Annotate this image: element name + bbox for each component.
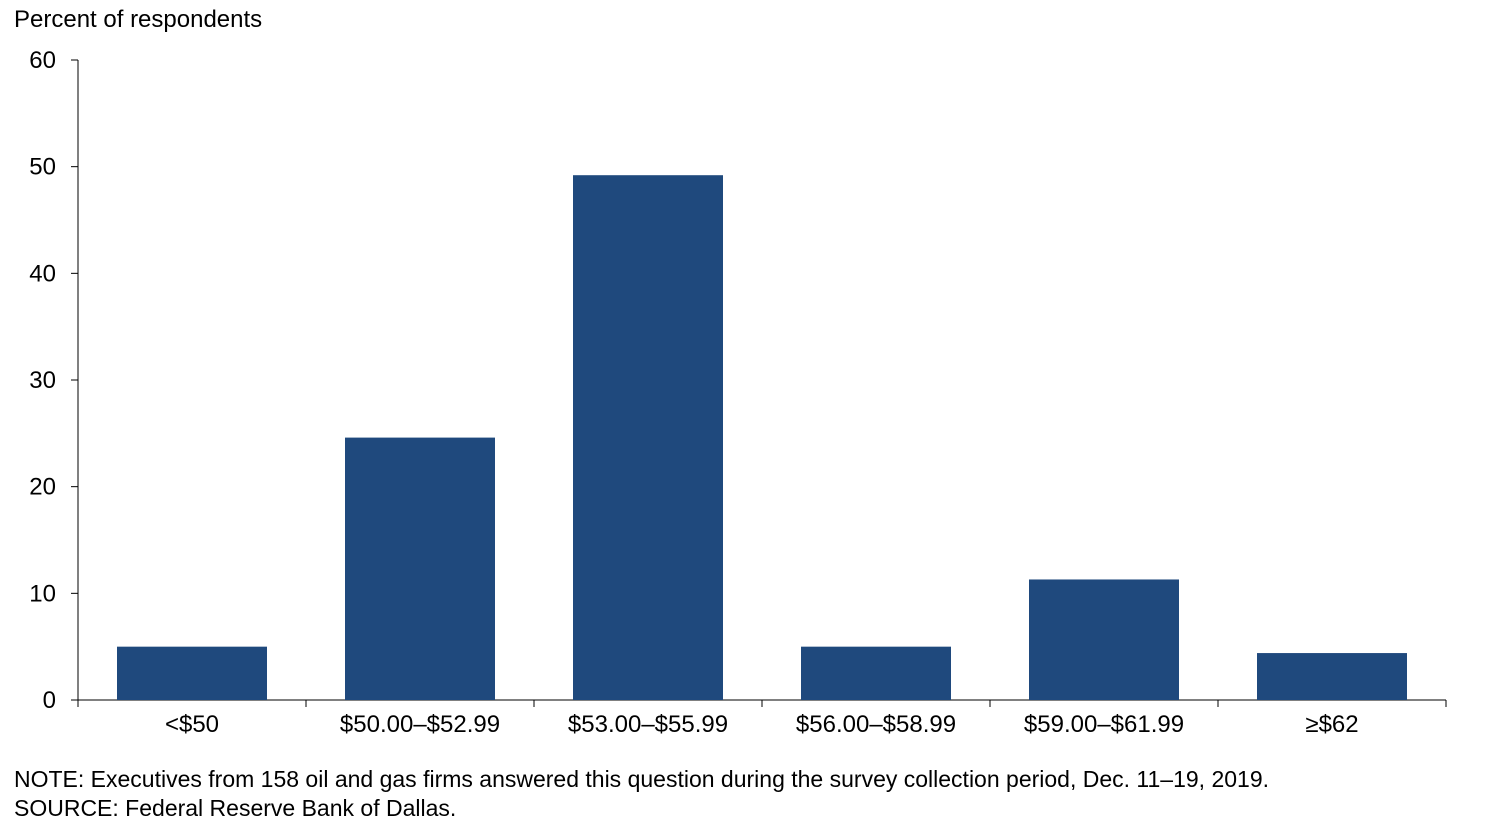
y-tick-label: 30 [29,367,56,394]
bar [1257,653,1407,700]
bar [117,646,267,700]
y-tick-label: 0 [43,687,56,714]
x-tick-label: $59.00–$61.99 [1024,711,1184,738]
y-axis: 0 10 20 30 40 50 60 [29,47,79,714]
x-tick-labels: <$50 $50.00–$52.99 $53.00–$55.99 $56.00–$58… [165,711,1359,738]
y-axis-title: Percent of respondents [14,6,263,33]
x-tick-label: $53.00–$55.99 [568,711,728,738]
y-tick-label: 10 [29,580,56,607]
bar [345,437,495,700]
bar [801,646,951,700]
bar-chart: 0 10 20 30 40 50 60 <$50 $50.00–$52.99 $53.00–$5… [29,47,1447,738]
x-axis [77,699,1447,707]
bar [1029,579,1179,700]
y-tick-label: 50 [29,154,56,181]
x-tick-label: <$50 [165,711,219,738]
bar [573,175,723,700]
y-tick-label: 40 [29,260,56,287]
y-tick-label: 20 [29,474,56,501]
footnote-note: NOTE: Executives from 158 oil and gas fi… [14,766,1270,792]
x-tick-label: ≥$62 [1305,711,1358,738]
y-tick-label: 60 [29,47,56,74]
x-tick-label: $50.00–$52.99 [340,711,500,738]
footnote-source: SOURCE: Federal Reserve Bank of Dallas. [14,795,457,821]
bars [117,175,1407,700]
x-tick-label: $56.00–$58.99 [796,711,956,738]
